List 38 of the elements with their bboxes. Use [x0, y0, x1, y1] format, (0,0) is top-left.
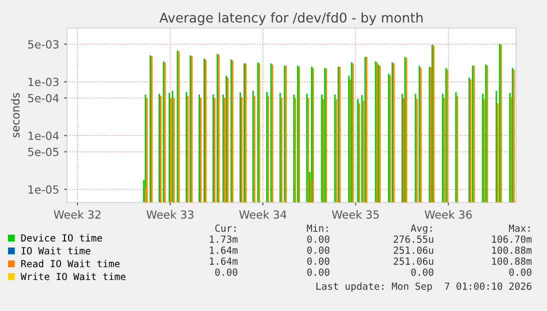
- chart-title: Average latency for /dev/fd0 - by month: [159, 12, 423, 26]
- text: Cur:: [215, 224, 236, 232]
- text: Avg:: [410, 224, 432, 234]
- legend-label: Device IO time: [21, 234, 102, 242]
- text: 0.00: [215, 268, 238, 276]
- text: 0.00: [307, 235, 330, 243]
- text: 0.00: [307, 268, 330, 276]
- y-tick-label: 5e-03: [28, 40, 58, 49]
- text: 100.88m: [492, 257, 532, 265]
- text: 100.88m: [492, 246, 532, 254]
- y-tick-label: 5e-05: [28, 148, 58, 156]
- x-tick-label: Week 34: [239, 210, 286, 219]
- text: 0.00: [411, 268, 434, 276]
- x-tick-label: Week 35: [332, 210, 379, 219]
- text: 106.70m: [492, 235, 532, 243]
- text: 251.06u: [394, 246, 434, 254]
- text: Min:: [306, 224, 328, 232]
- text: 0.00: [307, 257, 330, 265]
- legend-label: IO Wait time: [22, 246, 90, 254]
- text: 251.06u: [394, 257, 434, 265]
- text: 276.55u: [394, 235, 434, 243]
- text: Last update: Mon Sep 7 01:00:10 2026: [316, 282, 532, 292]
- text: 1.64m: [210, 257, 238, 265]
- y-axis-title: seconds: [11, 93, 20, 138]
- text: 0.00: [307, 246, 330, 254]
- y-tick-label: 1e-03: [28, 78, 58, 86]
- text: 0.00: [509, 268, 532, 276]
- legend-label: Write IO Wait time: [20, 272, 126, 280]
- x-tick-label: Week 36: [424, 210, 472, 219]
- x-tick-label: Week 32: [54, 210, 100, 219]
- y-tick-label: 1e-05: [28, 185, 58, 194]
- text: Max:: [508, 224, 530, 232]
- y-tick-label: 1e-04: [28, 132, 59, 140]
- legend-label: Read IO Wait time: [21, 260, 120, 268]
- x-tick-label: Week 33: [146, 210, 194, 219]
- text: 1.73m: [210, 235, 238, 243]
- y-tick-label: 5e-04: [28, 94, 59, 102]
- text: 1.64m: [210, 246, 238, 254]
